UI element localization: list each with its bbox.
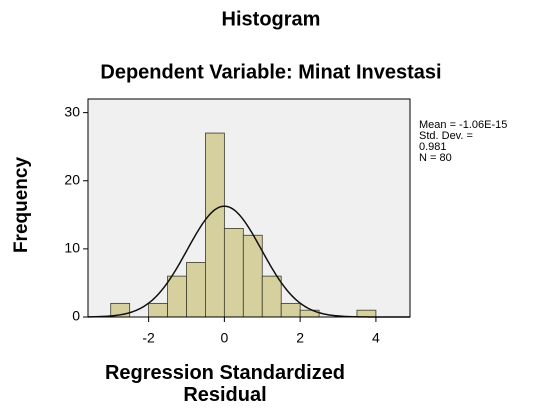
bar [242, 234, 263, 318]
x-tick-label: 0 [220, 330, 228, 346]
chart-title: Histogram [222, 8, 321, 30]
x-tick-label: 4 [372, 330, 380, 346]
bar [261, 275, 282, 318]
bar [280, 302, 301, 318]
y-tick-label: 30 [64, 103, 80, 119]
y-tick-label: 20 [64, 171, 80, 187]
x-tick-label: 2 [296, 330, 304, 346]
y-tick-label: 0 [72, 308, 80, 324]
bar [205, 132, 225, 318]
x-tick-label: -2 [142, 330, 155, 346]
y-axis-label: Frequency [11, 157, 32, 254]
chart-subtitle: Dependent Variable: Minat Investasi [100, 61, 441, 83]
bar [167, 275, 187, 318]
plot-border [87, 98, 411, 318]
bar [223, 228, 244, 318]
stats-label: Std. Dev. = [419, 130, 473, 142]
stats-label: N = 80 [419, 152, 452, 164]
stats-label: Mean = -1.06E-15 [419, 119, 507, 131]
bar [356, 309, 377, 318]
bar [148, 302, 168, 318]
bar [186, 262, 206, 318]
x-axis-label: Regression Standardized Residual [104, 362, 346, 406]
y-tick-label: 10 [64, 240, 80, 256]
stats-label: 0.981 [419, 141, 447, 153]
